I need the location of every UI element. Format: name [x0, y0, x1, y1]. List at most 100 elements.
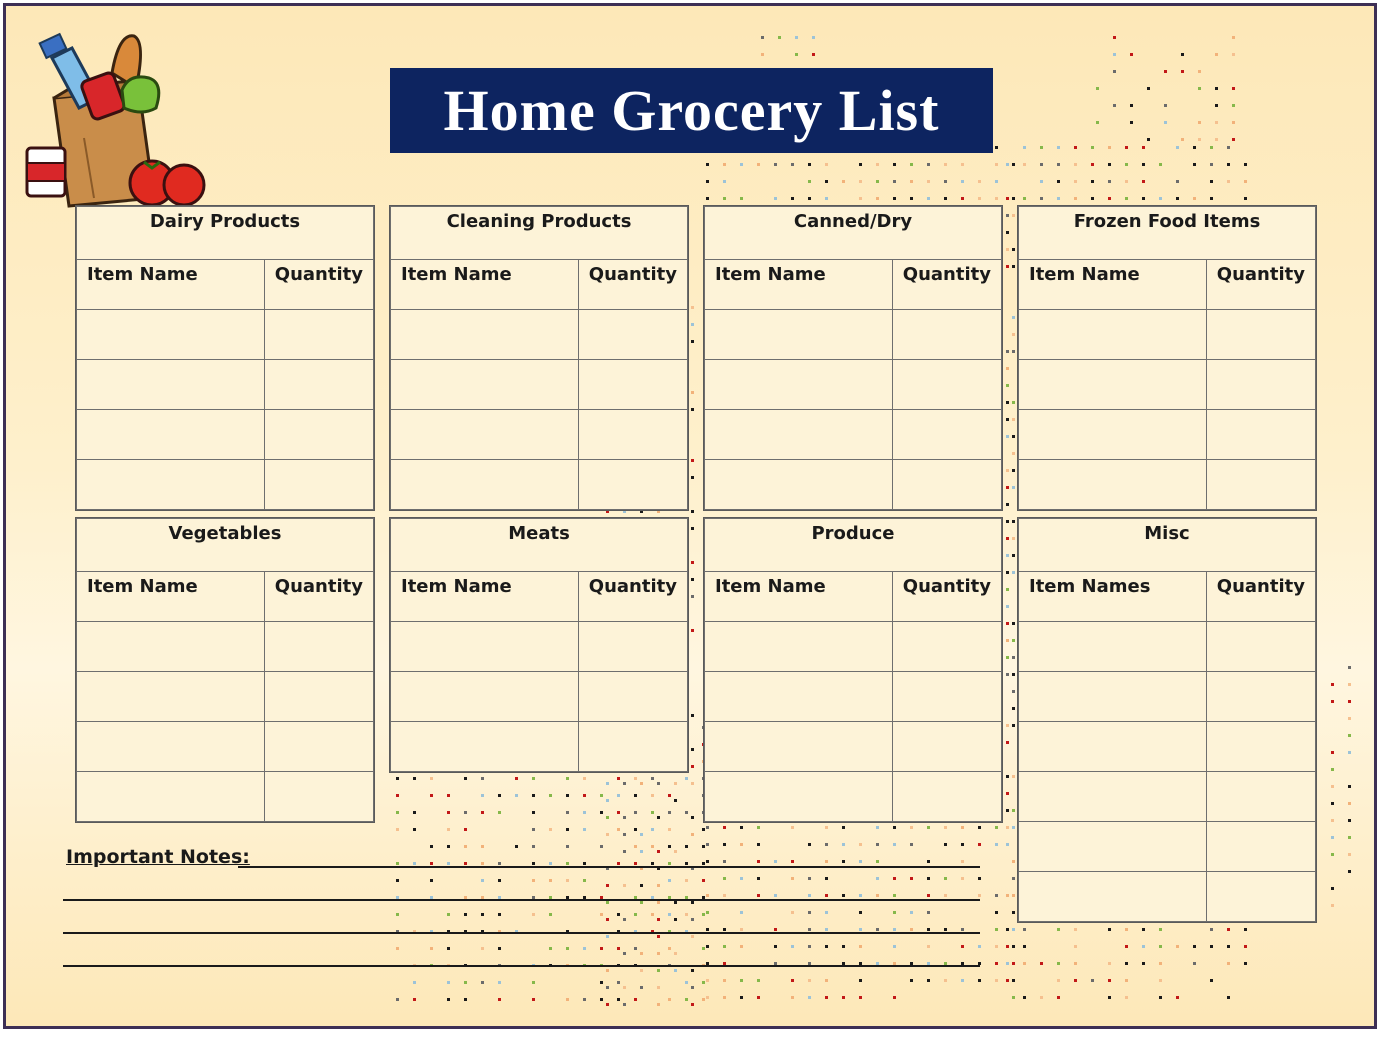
quantity-header: Quantity	[891, 259, 1003, 310]
quantity-cell[interactable]	[577, 459, 689, 510]
table-row	[390, 621, 689, 672]
quantity-cell[interactable]	[263, 671, 375, 722]
item-name-cell[interactable]	[390, 721, 579, 772]
table-row	[390, 671, 689, 722]
item-name-cell[interactable]	[1018, 409, 1207, 460]
section-title: Vegetables	[76, 518, 374, 572]
quantity-header: Quantity	[263, 571, 375, 622]
quantity-cell[interactable]	[263, 309, 375, 360]
quantity-header: Quantity	[1205, 259, 1317, 310]
notes-line[interactable]	[63, 899, 980, 901]
quantity-cell[interactable]	[263, 459, 375, 510]
quantity-cell[interactable]	[891, 721, 1003, 772]
item-name-cell[interactable]	[390, 621, 579, 672]
quantity-cell[interactable]	[263, 409, 375, 460]
section-title: Meats	[390, 518, 688, 572]
quantity-cell[interactable]	[891, 309, 1003, 360]
quantity-cell[interactable]	[1205, 359, 1317, 410]
item-name-cell[interactable]	[390, 309, 579, 360]
quantity-cell[interactable]	[1205, 459, 1317, 510]
quantity-cell[interactable]	[1205, 721, 1317, 772]
quantity-cell[interactable]	[263, 621, 375, 672]
table-row	[76, 771, 375, 822]
quantity-header: Quantity	[891, 571, 1003, 622]
grocery-bag-illustration	[25, 32, 206, 208]
section-vegetables: Vegetables Item Name Quantity	[75, 517, 375, 823]
item-name-cell[interactable]	[704, 409, 893, 460]
quantity-cell[interactable]	[891, 671, 1003, 722]
notes-label: Important Notes:	[66, 846, 250, 868]
item-name-cell[interactable]	[76, 409, 265, 460]
table-row	[390, 721, 689, 772]
item-name-cell[interactable]	[76, 309, 265, 360]
item-name-cell[interactable]	[704, 621, 893, 672]
item-name-cell[interactable]	[1018, 771, 1207, 822]
section-title: Dairy Products	[76, 206, 374, 260]
quantity-cell[interactable]	[1205, 871, 1317, 922]
item-name-cell[interactable]	[704, 771, 893, 822]
quantity-cell[interactable]	[1205, 771, 1317, 822]
quantity-cell[interactable]	[1205, 821, 1317, 872]
item-name-cell[interactable]	[76, 721, 265, 772]
item-name-cell[interactable]	[1018, 671, 1207, 722]
item-name-cell[interactable]	[1018, 721, 1207, 772]
item-name-cell[interactable]	[76, 359, 265, 410]
quantity-cell[interactable]	[891, 359, 1003, 410]
item-name-cell[interactable]	[76, 671, 265, 722]
table-row	[704, 771, 1003, 822]
section-misc: Misc Item Names Quantity	[1017, 517, 1317, 923]
quantity-cell[interactable]	[891, 459, 1003, 510]
item-name-cell[interactable]	[1018, 359, 1207, 410]
table-row	[1018, 409, 1317, 460]
notes-line[interactable]	[63, 932, 980, 934]
item-name-cell[interactable]	[76, 771, 265, 822]
item-name-cell[interactable]	[1018, 621, 1207, 672]
item-name-cell[interactable]	[390, 459, 579, 510]
quantity-cell[interactable]	[891, 621, 1003, 672]
quantity-cell[interactable]	[577, 671, 689, 722]
quantity-cell[interactable]	[263, 359, 375, 410]
table-row	[390, 359, 689, 410]
item-name-cell[interactable]	[1018, 821, 1207, 872]
item-name-header: Item Name	[76, 571, 265, 622]
quantity-cell[interactable]	[1205, 621, 1317, 672]
page-title: Home Grocery List	[443, 78, 940, 143]
table-row	[1018, 359, 1317, 410]
item-name-cell[interactable]	[704, 721, 893, 772]
quantity-cell[interactable]	[1205, 309, 1317, 360]
item-name-cell[interactable]	[390, 359, 579, 410]
quantity-cell[interactable]	[891, 409, 1003, 460]
table-row	[1018, 771, 1317, 822]
section-frozen: Frozen Food Items Item Name Quantity	[1017, 205, 1317, 511]
quantity-cell[interactable]	[577, 409, 689, 460]
item-name-cell[interactable]	[704, 459, 893, 510]
notes-line[interactable]	[238, 866, 980, 868]
item-name-cell[interactable]	[1018, 459, 1207, 510]
item-name-cell[interactable]	[704, 671, 893, 722]
quantity-cell[interactable]	[577, 621, 689, 672]
quantity-cell[interactable]	[263, 771, 375, 822]
table-row	[76, 309, 375, 360]
item-name-cell[interactable]	[390, 409, 579, 460]
item-name-cell[interactable]	[390, 671, 579, 722]
quantity-cell[interactable]	[1205, 409, 1317, 460]
table-row	[76, 721, 375, 772]
item-name-cell[interactable]	[76, 459, 265, 510]
quantity-cell[interactable]	[891, 771, 1003, 822]
notes-line[interactable]	[63, 965, 980, 967]
item-name-cell[interactable]	[1018, 871, 1207, 922]
quantity-cell[interactable]	[577, 309, 689, 360]
quantity-cell[interactable]	[1205, 671, 1317, 722]
table-row	[704, 409, 1003, 460]
item-name-header: Item Name	[704, 571, 893, 622]
section-cleaning: Cleaning Products Item Name Quantity	[389, 205, 689, 511]
quantity-cell[interactable]	[577, 359, 689, 410]
item-name-cell[interactable]	[76, 621, 265, 672]
table-row	[390, 409, 689, 460]
item-name-cell[interactable]	[704, 359, 893, 410]
quantity-cell[interactable]	[263, 721, 375, 772]
item-name-cell[interactable]	[704, 309, 893, 360]
item-name-cell[interactable]	[1018, 309, 1207, 360]
table-row	[390, 459, 689, 510]
quantity-cell[interactable]	[577, 721, 689, 772]
